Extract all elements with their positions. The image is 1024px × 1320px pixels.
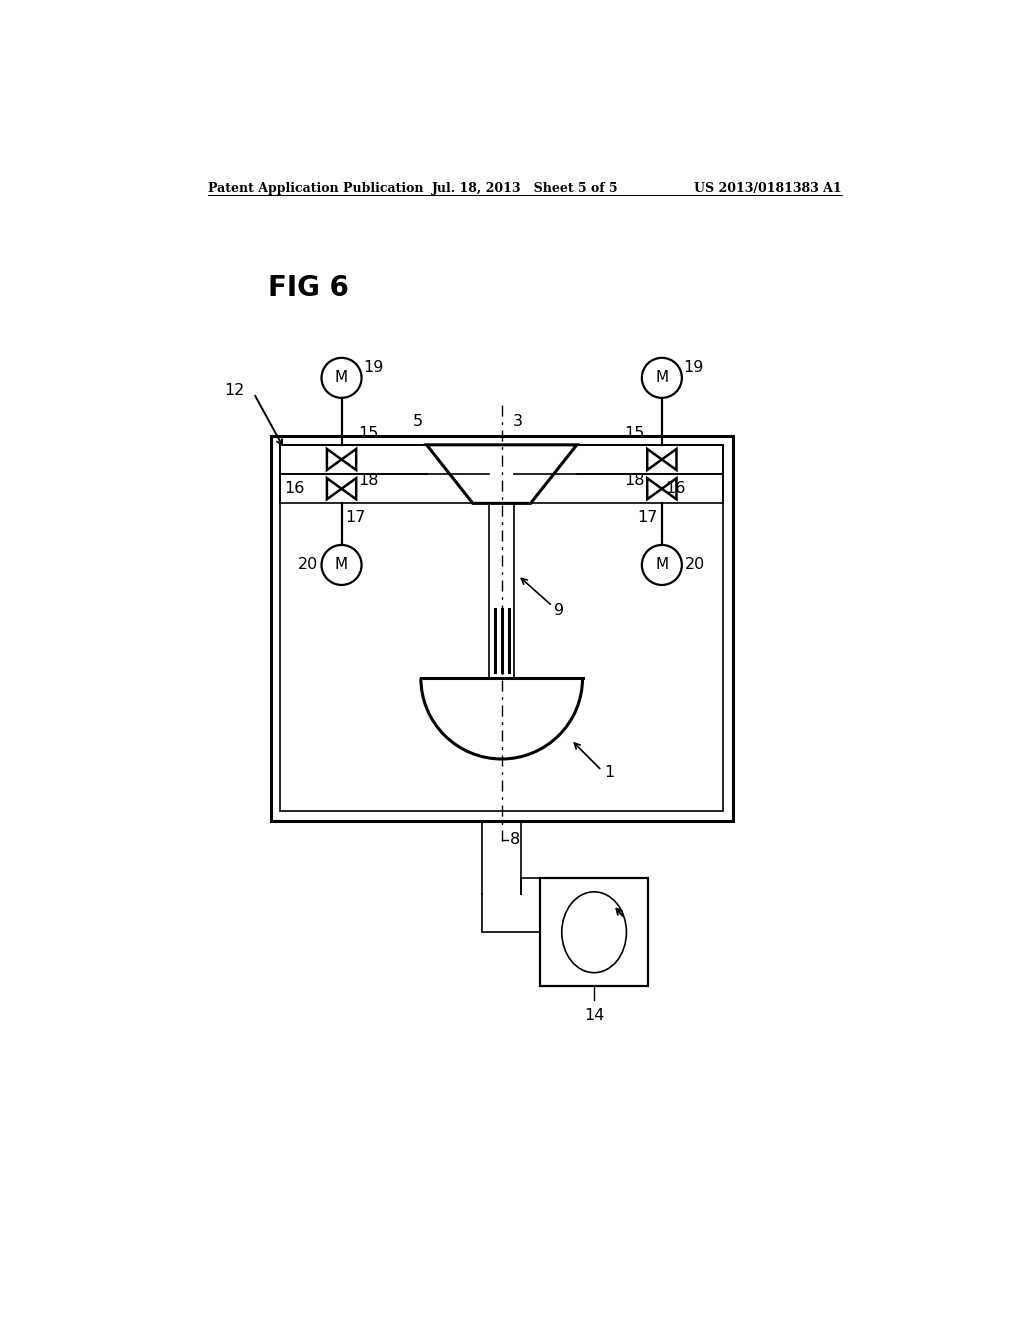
Polygon shape bbox=[662, 449, 677, 470]
Text: 16: 16 bbox=[285, 482, 304, 496]
Text: 18: 18 bbox=[625, 473, 645, 488]
Text: US 2013/0181383 A1: US 2013/0181383 A1 bbox=[694, 182, 842, 194]
Text: 19: 19 bbox=[364, 359, 383, 375]
Text: 18: 18 bbox=[358, 473, 379, 488]
Polygon shape bbox=[327, 449, 342, 470]
Polygon shape bbox=[342, 478, 356, 499]
Circle shape bbox=[642, 545, 682, 585]
Text: M: M bbox=[335, 371, 348, 385]
Text: 14: 14 bbox=[584, 1007, 604, 1023]
Text: FIG 6: FIG 6 bbox=[267, 275, 348, 302]
Circle shape bbox=[322, 545, 361, 585]
Polygon shape bbox=[647, 478, 662, 499]
Polygon shape bbox=[662, 478, 677, 499]
Polygon shape bbox=[342, 449, 356, 470]
Text: M: M bbox=[335, 557, 348, 573]
Text: 20: 20 bbox=[685, 557, 706, 573]
Polygon shape bbox=[647, 449, 662, 470]
Text: 16: 16 bbox=[666, 482, 686, 496]
Text: 5: 5 bbox=[413, 414, 423, 429]
Text: 12: 12 bbox=[224, 383, 245, 399]
Text: Patent Application Publication: Patent Application Publication bbox=[208, 182, 423, 194]
Text: 3: 3 bbox=[513, 414, 523, 429]
Text: 19: 19 bbox=[683, 359, 703, 375]
Text: 15: 15 bbox=[625, 426, 645, 441]
Text: Jul. 18, 2013   Sheet 5 of 5: Jul. 18, 2013 Sheet 5 of 5 bbox=[431, 182, 618, 194]
Text: 17: 17 bbox=[638, 510, 658, 525]
Polygon shape bbox=[427, 445, 577, 503]
Text: 9: 9 bbox=[554, 602, 564, 618]
Polygon shape bbox=[327, 478, 342, 499]
Circle shape bbox=[322, 358, 361, 397]
Text: M: M bbox=[655, 371, 669, 385]
Text: 8: 8 bbox=[509, 833, 519, 847]
Circle shape bbox=[642, 358, 682, 397]
Text: 15: 15 bbox=[358, 426, 379, 441]
Text: M: M bbox=[655, 557, 669, 573]
Text: 17: 17 bbox=[345, 510, 366, 525]
Text: 1: 1 bbox=[604, 766, 614, 780]
Text: 20: 20 bbox=[298, 557, 318, 573]
